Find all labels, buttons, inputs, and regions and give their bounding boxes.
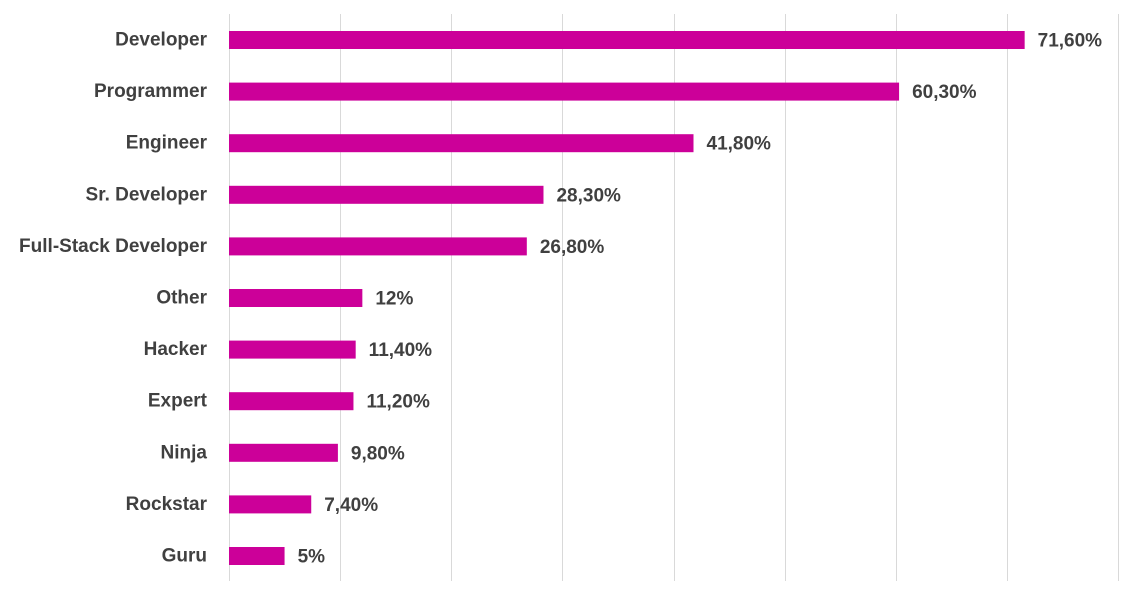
category-label: Other [156,288,207,309]
category-label: Developer [115,30,207,51]
bar-full-stack-developer [229,237,527,256]
bar-rockstar [229,495,312,514]
data-label: 41,80% [707,134,772,155]
data-label: 9,80% [351,443,405,464]
data-label: 7,40% [324,495,378,516]
data-label: 5% [298,547,326,568]
bar-ninja [229,443,338,462]
data-label: 28,30% [556,185,621,206]
data-label: 26,80% [540,237,605,258]
category-label: Engineer [126,133,208,154]
data-label: 60,30% [912,82,977,103]
bar-other [229,289,363,307]
gridlines [229,14,1119,581]
data-label: 11,40% [369,340,432,361]
bars [229,31,1025,565]
bar-hacker [229,340,356,359]
category-label: Rockstar [126,494,208,515]
category-label: Sr. Developer [86,184,208,205]
data-label: 11,20% [366,392,429,413]
bar-engineer [229,134,694,153]
data-label: 71,60% [1038,31,1103,52]
bar-developer [229,31,1025,49]
category-labels: Developer Programmer Engineer Sr. Developer… [19,30,208,567]
category-label: Programmer [94,81,208,102]
category-label: Hacker [144,339,208,360]
bar-programmer [229,82,900,101]
category-label: Expert [148,391,208,412]
data-labels: 71,60% 60,30% 41,80% 28,30% 26,80% 12% 11,40% 1… [298,31,1103,568]
bar-expert [229,392,354,411]
category-label: Full-Stack Developer [19,236,208,257]
data-label: 12% [375,289,413,310]
bar-sr-developer [229,185,544,204]
category-label: Ninja [161,442,208,463]
category-label: Guru [162,546,207,567]
bar-guru [229,547,285,565]
